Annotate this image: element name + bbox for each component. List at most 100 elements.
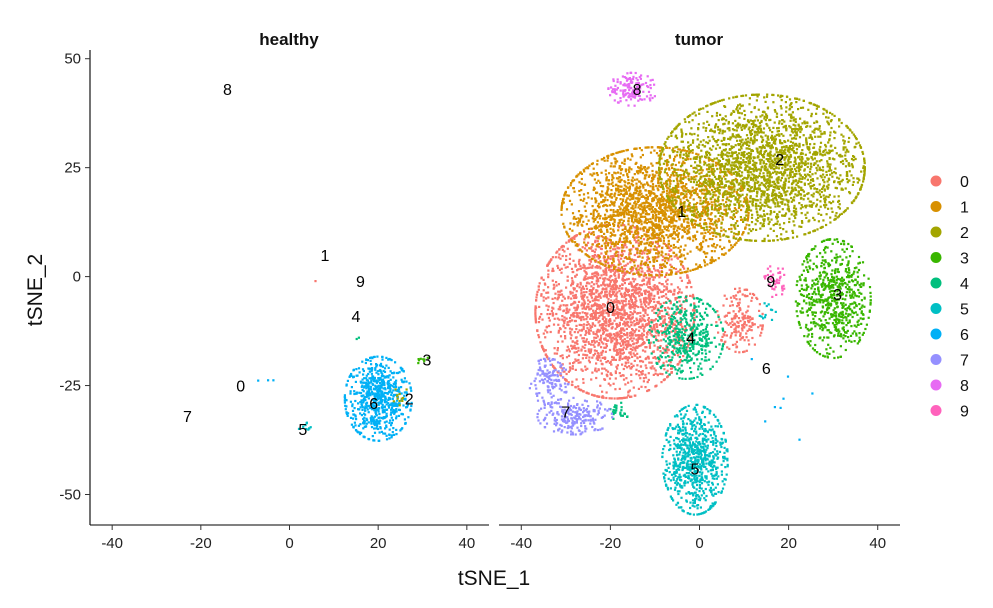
point-tumor-cluster-1 [612, 218, 615, 221]
point-tumor-cluster-1 [653, 234, 656, 237]
point-tumor-cluster-1 [648, 236, 651, 239]
point-healthy-cluster-6 [365, 425, 368, 428]
point-tumor-cluster-0 [611, 309, 614, 312]
point-tumor-cluster-1 [647, 257, 651, 260]
point-tumor-cluster-0 [752, 292, 755, 296]
point-tumor-cluster-0 [609, 384, 612, 387]
point-tumor-cluster-1 [655, 227, 658, 230]
point-tumor-cluster-1 [723, 246, 726, 249]
point-tumor-cluster-0 [607, 223, 610, 226]
point-healthy-cluster-6 [373, 377, 376, 381]
point-tumor-cluster-0 [671, 322, 675, 325]
point-tumor-cluster-1 [664, 203, 667, 206]
point-tumor-cluster-0 [634, 301, 637, 304]
point-tumor-cluster-0 [589, 260, 593, 263]
point-tumor-cluster-0 [596, 240, 599, 243]
point-tumor-cluster-1 [730, 173, 733, 176]
point-tumor-cluster-1 [662, 239, 665, 242]
point-tumor-cluster-1 [652, 260, 655, 263]
point-healthy-cluster-6 [364, 409, 367, 412]
point-tumor-cluster-0 [540, 294, 543, 297]
point-tumor-cluster-1 [651, 234, 654, 237]
point-tumor-cluster-1 [641, 172, 645, 175]
point-tumor-cluster-1 [724, 210, 727, 213]
point-tumor-cluster-1 [606, 156, 610, 160]
point-tumor-cluster-0 [624, 279, 627, 282]
point-tumor-cluster-0 [738, 351, 741, 354]
point-tumor-cluster-0 [611, 355, 614, 358]
point-tumor-cluster-0 [579, 361, 582, 364]
point-healthy-cluster-6 [351, 405, 354, 408]
point-tumor-cluster-1 [597, 214, 600, 217]
point-tumor-cluster-1 [665, 181, 668, 184]
point-tumor-cluster-0 [635, 283, 639, 286]
point-healthy-cluster-6 [349, 392, 352, 395]
point-healthy-cluster-6 [369, 359, 372, 362]
point-tumor-cluster-0 [586, 367, 589, 370]
point-healthy-cluster-6 [379, 376, 382, 380]
point-tumor-cluster-0 [633, 342, 636, 345]
point-tumor-cluster-0 [632, 352, 635, 355]
point-tumor-cluster-0 [617, 266, 620, 269]
point-tumor-cluster-1 [607, 193, 610, 196]
point-tumor-cluster-0 [534, 316, 537, 319]
point-healthy-cluster-6 [385, 400, 388, 403]
point-tumor-cluster-1 [678, 209, 682, 212]
point-tumor-cluster-1 [563, 194, 566, 197]
point-tumor-cluster-0 [568, 262, 571, 265]
point-tumor-cluster-0 [625, 347, 628, 351]
point-tumor-cluster-0 [672, 327, 675, 330]
point-healthy-cluster-6 [410, 389, 413, 392]
point-tumor-cluster-0 [581, 369, 584, 372]
point-tumor-cluster-0 [724, 320, 727, 323]
point-tumor-cluster-1 [577, 210, 581, 213]
point-tumor-cluster-0 [642, 377, 645, 380]
point-tumor-cluster-0 [569, 290, 572, 293]
point-tumor-cluster-0 [570, 334, 573, 337]
point-tumor-cluster-1 [708, 178, 711, 181]
point-healthy-cluster-6 [379, 399, 382, 402]
point-tumor-cluster-1 [674, 155, 677, 158]
point-tumor-cluster-0 [585, 284, 588, 287]
point-tumor-cluster-0 [603, 283, 606, 286]
point-tumor-cluster-1 [663, 227, 666, 230]
point-tumor-cluster-1 [606, 155, 609, 158]
point-healthy-cluster-3 [426, 356, 429, 359]
point-tumor-cluster-0 [624, 288, 628, 291]
point-tumor-cluster-0 [640, 319, 643, 322]
point-tumor-cluster-1 [648, 191, 651, 194]
point-tumor-cluster-0 [663, 368, 666, 371]
point-tumor-cluster-0 [621, 268, 624, 271]
point-tumor-cluster-1 [697, 183, 700, 186]
point-healthy-cluster-6 [381, 358, 384, 361]
point-tumor-cluster-0 [557, 266, 560, 270]
point-tumor-cluster-0 [608, 278, 611, 281]
point-tumor-cluster-0 [591, 275, 594, 278]
point-tumor-cluster-0 [563, 316, 566, 319]
point-tumor-cluster-0 [742, 318, 745, 321]
point-tumor-cluster-0 [584, 340, 587, 343]
point-tumor-cluster-1 [616, 242, 619, 245]
point-healthy-cluster-3 [419, 357, 422, 360]
point-tumor-cluster-1 [672, 214, 675, 217]
point-tumor-cluster-0 [582, 378, 585, 381]
point-tumor-cluster-0 [599, 311, 602, 314]
point-tumor-cluster-1 [591, 205, 594, 208]
point-tumor-cluster-0 [560, 246, 563, 249]
point-tumor-cluster-0 [562, 325, 565, 328]
point-tumor-cluster-0 [724, 340, 727, 343]
point-tumor-cluster-0 [666, 278, 669, 281]
point-tumor-cluster-0 [651, 319, 654, 322]
point-tumor-cluster-0 [643, 303, 646, 306]
point-tumor-cluster-0 [596, 358, 599, 361]
point-tumor-cluster-0 [580, 289, 583, 292]
point-tumor-cluster-1 [703, 219, 706, 222]
point-healthy-cluster-6 [382, 409, 385, 412]
point-tumor-cluster-0 [640, 252, 643, 255]
point-tumor-cluster-1 [604, 251, 607, 254]
point-tumor-cluster-0 [583, 238, 586, 241]
point-tumor-cluster-1 [603, 242, 606, 245]
point-tumor-cluster-1 [704, 201, 707, 204]
point-healthy-cluster-6 [370, 363, 373, 366]
point-tumor-cluster-0 [647, 378, 650, 381]
